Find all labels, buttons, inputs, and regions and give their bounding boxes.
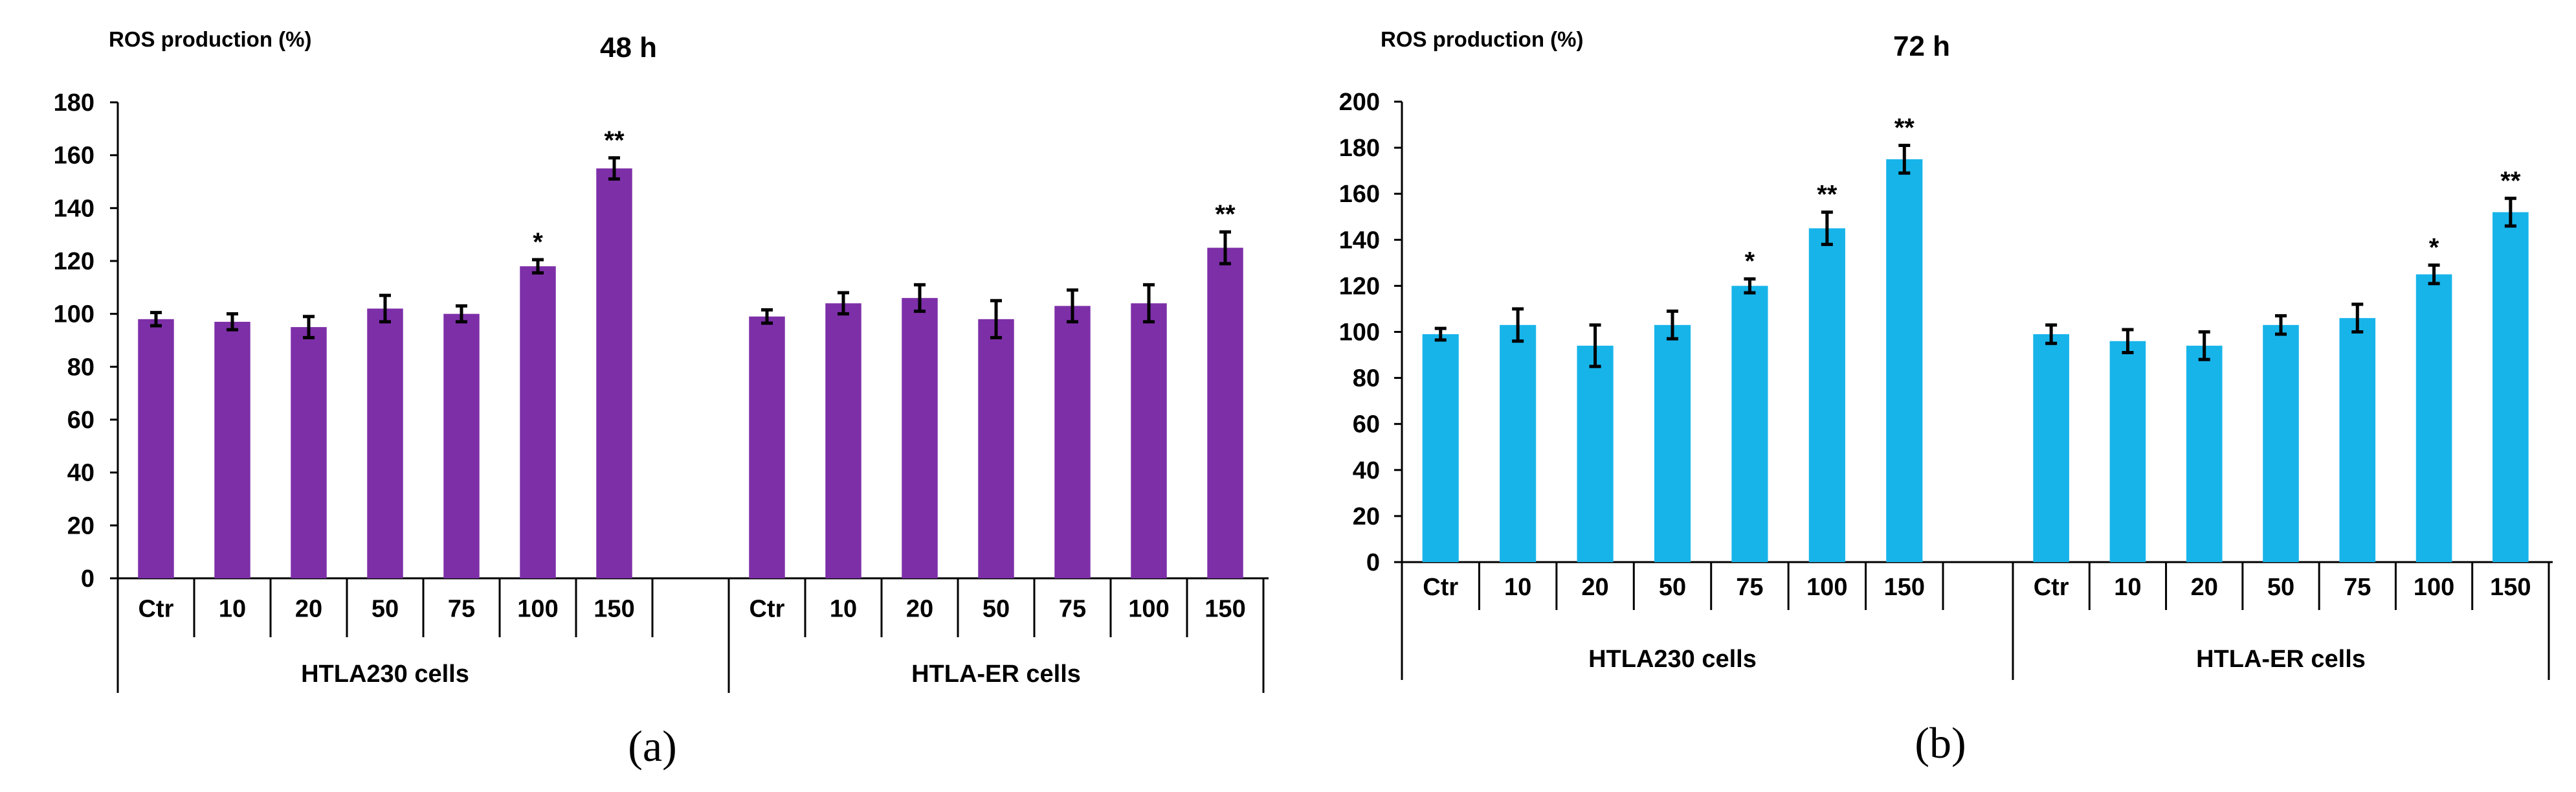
- bar: [2415, 274, 2452, 562]
- bar: [1577, 345, 1614, 562]
- y-axis-title: ROS production (%): [109, 27, 311, 51]
- bar: [291, 327, 327, 578]
- x-tick-label: Ctr: [139, 596, 174, 623]
- bar: [902, 298, 938, 578]
- y-axis-title: ROS production (%): [1381, 27, 1583, 51]
- bar: [1886, 159, 1923, 562]
- group-label: HTLA230 cells: [1588, 646, 1757, 673]
- y-tick-label: 0: [1366, 549, 1380, 576]
- bar: [367, 308, 403, 578]
- x-tick-label: 100: [517, 596, 558, 623]
- y-tick-label: 60: [67, 407, 94, 434]
- bar: [2109, 341, 2146, 562]
- y-tick-label: 120: [1339, 273, 1380, 300]
- significance-marker: **: [1215, 200, 1236, 229]
- significance-marker: **: [1817, 181, 1838, 209]
- x-tick-label: Ctr: [1423, 574, 1458, 601]
- x-tick-label: 10: [1504, 574, 1531, 601]
- bar: [520, 266, 556, 578]
- bar: [1422, 334, 1459, 562]
- y-tick-label: 40: [67, 460, 94, 487]
- bar: [2186, 345, 2223, 562]
- bar: [2493, 212, 2529, 562]
- bar: [1808, 228, 1845, 562]
- group-label: HTLA230 cells: [301, 661, 469, 688]
- x-tick-label: 20: [1581, 574, 1608, 601]
- x-tick-label: 150: [2490, 574, 2531, 601]
- x-tick-label: 150: [1884, 574, 1925, 601]
- x-tick-label: 50: [1659, 574, 1686, 601]
- bar: [443, 313, 480, 578]
- significance-marker: **: [1894, 114, 1915, 142]
- x-tick-label: 50: [2267, 574, 2294, 601]
- bar: [2033, 334, 2069, 562]
- bar: [2263, 324, 2299, 562]
- x-tick-label: Ctr: [749, 596, 785, 623]
- significance-marker: *: [2429, 233, 2439, 262]
- significance-marker: *: [1745, 247, 1755, 276]
- y-tick-label: 80: [67, 354, 94, 381]
- y-tick-label: 100: [54, 301, 94, 328]
- x-tick-label: 10: [830, 596, 857, 623]
- group-label: HTLA-ER cells: [911, 661, 1081, 688]
- x-tick-label: 10: [2114, 574, 2141, 601]
- y-tick-label: 20: [1353, 503, 1380, 530]
- x-tick-label: 75: [448, 596, 475, 623]
- bar: [749, 316, 785, 578]
- x-tick-label: 20: [906, 596, 933, 623]
- y-tick-label: 120: [54, 248, 94, 275]
- x-tick-label: 100: [1128, 596, 1169, 623]
- significance-marker: **: [604, 126, 625, 155]
- y-tick-label: 140: [54, 195, 94, 222]
- bar: [978, 319, 1014, 578]
- bar: [1131, 303, 1167, 578]
- x-tick-label: 100: [1806, 574, 1847, 601]
- x-tick-label: 50: [983, 596, 1010, 623]
- x-tick-label: 75: [2344, 574, 2371, 601]
- chart-a-48h: ROS production (%) 48 h (a) 0 20 40 60 80 100…: [54, 27, 1269, 771]
- x-tick-label: 75: [1059, 596, 1086, 623]
- x-tick-label: 150: [594, 596, 634, 623]
- x-tick-label: 150: [1205, 596, 1245, 623]
- bar: [2339, 318, 2376, 562]
- x-tick-label: 10: [219, 596, 246, 623]
- x-tick-label: 50: [372, 596, 399, 623]
- bar: [596, 168, 632, 578]
- y-tick-label: 20: [67, 512, 94, 539]
- time-label: 72 h: [1893, 30, 1950, 62]
- y-tick-label: 140: [1339, 227, 1380, 254]
- bar: [1654, 324, 1691, 562]
- y-tick-label: 80: [1353, 365, 1380, 392]
- y-tick-label: 180: [54, 89, 94, 117]
- x-tick-label: Ctr: [2034, 574, 2069, 601]
- y-tick-label: 160: [54, 142, 94, 170]
- significance-marker: *: [533, 228, 543, 256]
- x-tick-label: 100: [2414, 574, 2454, 601]
- significance-marker: **: [2500, 166, 2521, 195]
- panel-label: (b): [1915, 718, 1966, 767]
- y-tick-label: 160: [1339, 181, 1380, 208]
- bar: [1500, 324, 1537, 562]
- panel-label: (a): [628, 721, 676, 771]
- y-tick-label: 100: [1339, 319, 1380, 346]
- y-tick-label: 0: [81, 565, 94, 593]
- chart-b-72h: ROS production (%) 72 h (b) 0 20 40 60 80 100…: [1339, 27, 2553, 767]
- x-tick-label: 20: [2191, 574, 2218, 601]
- y-tick-label: 180: [1339, 135, 1380, 162]
- x-tick-label: 75: [1736, 574, 1763, 601]
- group-label: HTLA-ER cells: [2196, 646, 2366, 673]
- time-label: 48 h: [600, 32, 657, 63]
- y-tick-label: 200: [1339, 89, 1380, 116]
- bar: [138, 319, 174, 578]
- y-tick-label: 40: [1353, 457, 1380, 484]
- bar: [825, 303, 861, 578]
- y-tick-label: 60: [1353, 411, 1380, 438]
- bar: [1207, 247, 1243, 578]
- bar: [1731, 286, 1768, 562]
- bar: [1054, 306, 1091, 578]
- bar: [214, 321, 250, 578]
- x-tick-label: 20: [295, 596, 322, 623]
